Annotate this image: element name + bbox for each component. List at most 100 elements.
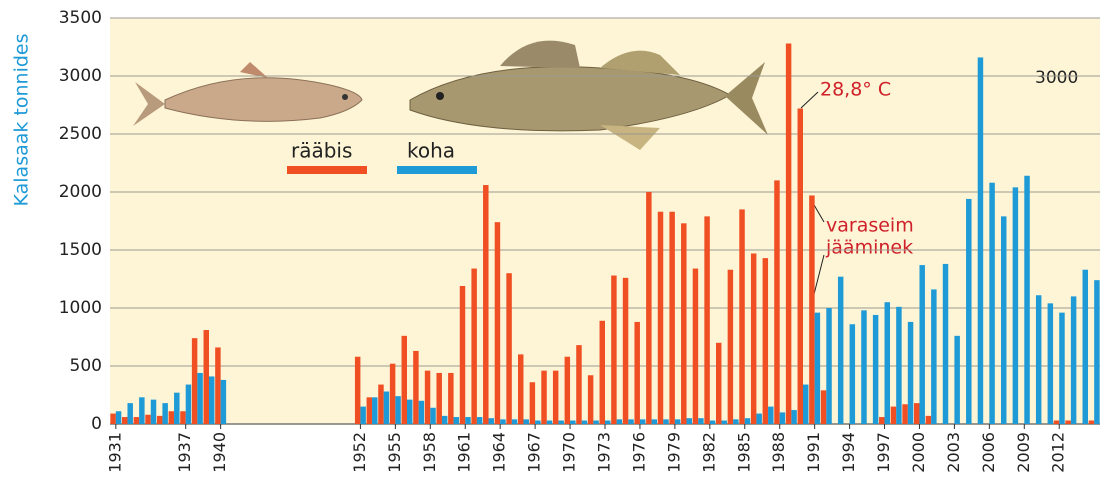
- arrow: [800, 91, 819, 109]
- bar: [378, 384, 384, 424]
- bar: [1012, 187, 1019, 424]
- bar: [1047, 303, 1054, 424]
- bar: [628, 419, 634, 424]
- bar: [576, 345, 582, 424]
- bar: [441, 415, 448, 424]
- bar: [483, 185, 489, 424]
- bar: [890, 406, 897, 424]
- bar: [593, 420, 599, 424]
- x-tick-label: 1985: [734, 432, 753, 473]
- bar: [436, 372, 442, 424]
- bar: [966, 198, 972, 424]
- bar: [715, 342, 722, 424]
- bar: [721, 420, 727, 424]
- bar: [180, 411, 186, 424]
- bar: [1059, 312, 1065, 424]
- bar: [191, 338, 198, 424]
- annotation: 3000: [1035, 68, 1078, 88]
- bar: [150, 399, 157, 424]
- bar: [1024, 175, 1030, 424]
- bar: [488, 418, 495, 424]
- bar: [168, 411, 175, 424]
- bar: [622, 277, 629, 424]
- bar: [704, 216, 710, 424]
- bar: [977, 57, 984, 424]
- bar: [803, 384, 809, 424]
- bar: [517, 354, 524, 424]
- annotation: 28,8° C: [820, 79, 891, 101]
- bar: [657, 211, 664, 424]
- bar: [791, 410, 797, 424]
- bar: [611, 275, 617, 424]
- bar: [616, 419, 623, 424]
- bar: [506, 273, 512, 424]
- x-tick-label: 1976: [629, 432, 648, 473]
- y-tick-label: 3000: [59, 66, 102, 86]
- bar: [535, 420, 541, 424]
- x-tick-label: 1973: [595, 432, 614, 473]
- bar: [133, 417, 140, 424]
- bar: [459, 285, 466, 424]
- bar: [809, 195, 815, 424]
- bar: [989, 182, 995, 424]
- bar: [785, 43, 792, 425]
- bar: [896, 306, 902, 424]
- bar: [139, 397, 145, 424]
- bar: [220, 379, 227, 424]
- bar: [494, 222, 501, 424]
- bar: [797, 108, 803, 424]
- x-tick-label: 1958: [420, 432, 439, 473]
- y-tick-label: 3500: [59, 8, 102, 28]
- bar: [651, 419, 658, 424]
- bar: [884, 302, 891, 424]
- bar: [669, 211, 675, 424]
- x-tick-label: 1970: [560, 432, 579, 473]
- bar: [686, 418, 693, 424]
- bar: [401, 335, 407, 424]
- bar: [476, 417, 483, 424]
- x-tick-label: 1940: [210, 432, 229, 473]
- bar: [541, 370, 547, 424]
- y-tick-label: 1000: [59, 298, 102, 318]
- y-tick-label: 500: [70, 356, 102, 376]
- x-tick-label: 2009: [1014, 432, 1033, 473]
- legend-label: koha: [407, 139, 455, 163]
- legend-label: rääbis: [291, 139, 352, 163]
- bar: [942, 263, 949, 424]
- bar: [925, 415, 932, 424]
- bar: [529, 382, 536, 424]
- bar: [913, 403, 920, 424]
- bar: [145, 414, 151, 424]
- bar: [1035, 295, 1042, 424]
- bar: [127, 403, 133, 424]
- bar: [1088, 420, 1095, 424]
- bar: [1082, 269, 1089, 424]
- bar: [1053, 420, 1060, 424]
- bar: [564, 356, 571, 424]
- bar: [121, 417, 128, 424]
- x-tick-label: 2006: [979, 432, 998, 473]
- x-tick-label: 1982: [699, 432, 718, 473]
- x-tick-label: 1961: [455, 432, 474, 473]
- bar: [395, 396, 401, 424]
- bar: [1070, 296, 1077, 424]
- bar: [185, 384, 192, 424]
- bar: [768, 406, 774, 424]
- bar: [820, 390, 827, 424]
- bar: [681, 223, 687, 424]
- bar: [861, 310, 867, 424]
- bar: [907, 321, 914, 424]
- bar: [407, 399, 413, 424]
- bar: [115, 411, 122, 424]
- bar: [756, 413, 762, 424]
- bar: [931, 289, 937, 424]
- bar: [354, 356, 361, 424]
- y-tick-label: 2000: [59, 182, 102, 202]
- x-tick-label: 1991: [804, 432, 823, 473]
- x-tick-label: 2000: [909, 432, 928, 473]
- bar: [453, 417, 460, 424]
- bar: [558, 420, 564, 424]
- bar: [552, 370, 559, 424]
